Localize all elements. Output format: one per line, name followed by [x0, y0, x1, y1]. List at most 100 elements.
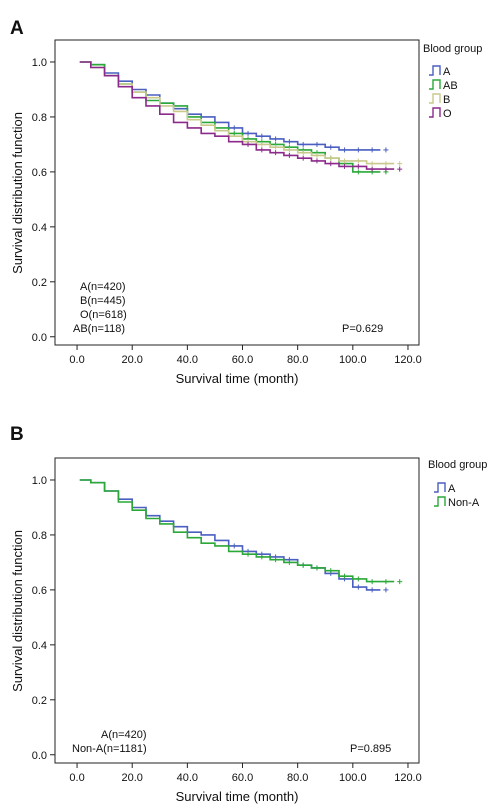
panel-a-legend: Blood group A AB BO [423, 43, 482, 120]
panel-a-censor-mark-b [397, 161, 403, 167]
panel-a-censor-mark-a [231, 125, 237, 131]
panel-a-censor-mark-a [286, 139, 292, 145]
panel-b-y-ticks: 0.0 0.2 0.4 0.6 0.8 1.0 [32, 475, 55, 762]
panel-a-curves [79, 61, 403, 175]
panel-b-y-axis-title: Survival distribution function [10, 530, 25, 692]
panel-a-censor-mark-o [397, 166, 403, 172]
panel-a-plot-frame [54, 39, 420, 346]
panel-b-censor-mark-non-a [273, 557, 279, 563]
panel-a-x-tick-label: 0.0 [69, 354, 84, 366]
panel-a-y-tick-label: 0.2 [32, 277, 47, 289]
panel-b: B Survival distribution function Surviva… [10, 424, 487, 804]
panel-b-x-ticks: 0.0 20.0 40.0 60.0 80.0 100.0 120.0 [69, 763, 422, 784]
panel-b-censor-mark-a [355, 584, 361, 590]
panel-b-curve-a [79, 479, 381, 591]
panel-a-censor-mark-o [259, 147, 265, 153]
panel-a-censor-mark-a [369, 147, 375, 153]
panel-a-censor-mark-b [369, 161, 375, 167]
panel-a-curve-o [79, 61, 395, 170]
panel-b-n-label-non-a: Non-A(n=1181) [72, 743, 147, 755]
panel-b-y-tick-label: 0.2 [32, 695, 47, 707]
panel-a-x-tick-label: 80.0 [287, 354, 308, 366]
panel-a-legend-label-ab: AB [443, 80, 458, 92]
panel-a-n-label-a: A(n=420) [80, 281, 126, 293]
panel-a-legend-items: A AB BO [429, 65, 458, 120]
panel-a-censor-mark-b [314, 152, 320, 158]
panel-a-legend-title: Blood group [423, 43, 482, 55]
panel-a-x-axis-title: Survival time (month) [176, 371, 299, 386]
panel-a-y-axis-title: Survival distribution function [10, 112, 25, 274]
panel-b-y-tick-label: 0.4 [32, 640, 47, 652]
panel-a-y-tick-label: 0.8 [32, 112, 47, 124]
panel-b-legend-title: Blood group [428, 459, 487, 471]
panel-a-x-tick-label: 120.0 [394, 354, 422, 366]
panel-b-legend-label-non-a: Non-A [448, 497, 480, 509]
panel-b-n-label-a: A(n=420) [101, 729, 147, 741]
panel-a-censor-mark-a [273, 136, 279, 142]
panel-a: A Survival distribution function Surviva… [10, 18, 482, 386]
panel-a-censor-mark-o [355, 163, 361, 169]
panel-a-censor-mark-o [342, 163, 348, 169]
panel-b-y-tick-label: 0.8 [32, 530, 47, 542]
panel-a-legend-label-b: B [443, 94, 450, 106]
panel-a-censor-mark-o [383, 166, 389, 172]
panel-a-censor-mark-ab [231, 130, 237, 136]
panel-b-legend-item-non-a: Non-A [434, 496, 480, 509]
panel-b-plot-frame [54, 457, 420, 764]
panel-b-curve-non-a [79, 479, 395, 583]
panel-b-x-tick-label: 100.0 [339, 772, 367, 784]
panel-a-censor-mark-b [286, 147, 292, 153]
panel-b-legend-swatch-a [434, 482, 446, 493]
panel-a-censor-mark-o [245, 141, 251, 147]
panel-a-censor-mark-o [314, 158, 320, 164]
panel-a-censor-mark-b [355, 158, 361, 164]
panel-a-legend-swatch-b [429, 93, 441, 104]
panel-b-censor-mark-a [231, 543, 237, 549]
panel-a-censor-mark-o [286, 152, 292, 158]
panel-b-x-axis-title: Survival time (month) [176, 789, 299, 804]
panel-b-censor-mark-a [369, 587, 375, 593]
panel-a-legend-item-a: A [429, 65, 451, 78]
panel-b-legend-label-a: A [448, 483, 456, 495]
panel-a-y-tick-label: 0.0 [32, 332, 47, 344]
panel-a-censor-mark-b [383, 161, 389, 167]
panel-a-legend-swatch-ab [429, 79, 441, 90]
panel-a-y-tick-label: 1.0 [32, 57, 47, 69]
panel-a-legend-swatch-o [429, 107, 441, 118]
panel-b-x-tick-label: 80.0 [287, 772, 308, 784]
panel-a-censor-mark-o [273, 150, 279, 156]
panel-a-censor-mark-o [328, 161, 334, 167]
panel-a-censor-mark-b [328, 155, 334, 161]
panel-b-y-tick-label: 1.0 [32, 475, 47, 487]
panel-a-n-label-ab: AB(n=118) [73, 323, 125, 335]
panel-b-censor-mark-non-a [314, 565, 320, 571]
panel-b-censor-mark-non-a [300, 562, 306, 568]
panel-a-legend-item-ab: AB [429, 79, 458, 92]
panel-a-curve-b [79, 61, 395, 165]
panel-a-censor-mark-a [328, 144, 334, 150]
panel-a-x-tick-label: 60.0 [232, 354, 253, 366]
panel-a-censor-mark-ab [355, 169, 361, 175]
panel-a-legend-item-o: O [429, 107, 452, 120]
panel-a-letter: A [10, 18, 24, 39]
panel-a-censor-mark-a [342, 147, 348, 153]
panel-a-n-label-b: B(n=445) [80, 295, 126, 307]
panel-a-censor-mark-o [300, 155, 306, 161]
panel-a-x-tick-label: 40.0 [177, 354, 198, 366]
panel-a-censor-mark-a [300, 141, 306, 147]
panel-a-censor-mark-a [383, 147, 389, 153]
panel-b-censor-mark-non-a [397, 579, 403, 585]
panel-a-legend-item-b: B [429, 93, 450, 106]
panel-a-legend-swatch-a [429, 65, 441, 76]
panel-b-legend-item-a: A [434, 482, 456, 495]
panel-b-censor-mark-a [383, 587, 389, 593]
panel-a-legend-label-o: O [443, 108, 452, 120]
panel-b-legend-swatch-non-a [434, 496, 446, 507]
panel-b-curves [79, 479, 403, 593]
panel-b-x-tick-label: 0.0 [69, 772, 84, 784]
panel-b-censor-mark-non-a [245, 551, 251, 557]
panel-b-legend: Blood group A Non-A [428, 459, 487, 509]
panel-b-censor-mark-non-a [383, 579, 389, 585]
panel-a-censor-mark-b [300, 150, 306, 156]
